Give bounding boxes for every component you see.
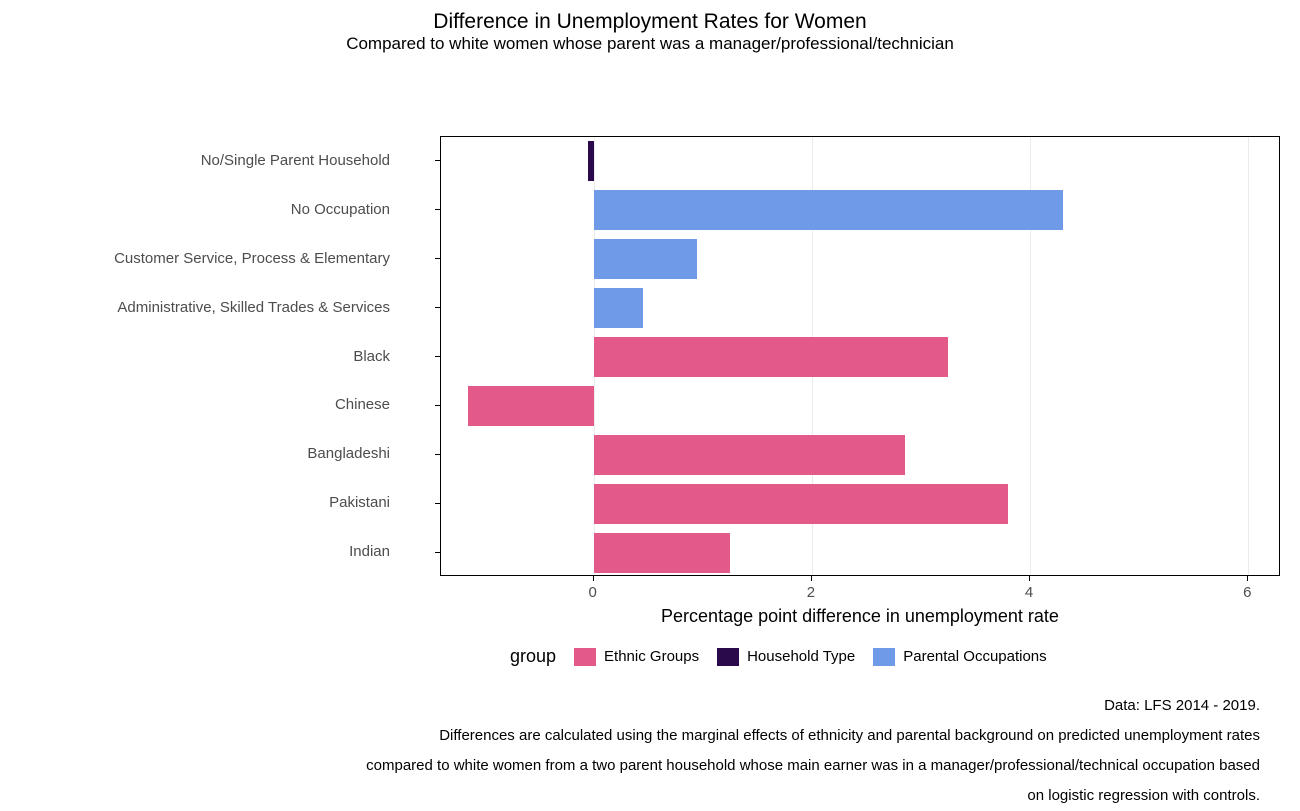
y-category-label: Customer Service, Process & Elementary [114,250,390,267]
legend-label: Ethnic Groups [604,648,699,665]
bar [594,435,905,475]
caption-line: compared to white women from a two paren… [40,751,1260,781]
x-tick-label: 2 [791,584,831,601]
legend-item: Household Type [717,648,855,666]
legend-title: group [510,646,556,667]
y-category-label: No Occupation [291,201,390,218]
caption-line: Differences are calculated using the mar… [40,721,1260,751]
x-tick [1029,576,1030,581]
x-tick [1247,576,1248,581]
y-tick [435,405,440,406]
legend-label: Parental Occupations [903,648,1046,665]
y-tick [435,258,440,259]
caption-line: on logistic regression with controls. [40,781,1260,811]
chart-subtitle: Compared to white women whose parent was… [40,34,1260,54]
legend-label: Household Type [747,648,855,665]
chart-title: Difference in Unemployment Rates for Wom… [40,10,1260,34]
y-tick [435,356,440,357]
legend-swatch [873,648,895,666]
caption-line: Data: LFS 2014 - 2019. [40,691,1260,721]
legend-item: Ethnic Groups [574,648,699,666]
bar [594,239,698,279]
y-tick [435,552,440,553]
chart-caption: Data: LFS 2014 - 2019.Differences are ca… [40,691,1260,811]
y-category-label: Administrative, Skilled Trades & Service… [117,299,390,316]
x-tick-label: 0 [573,584,613,601]
bar [594,533,730,573]
x-tick-label: 6 [1227,584,1267,601]
chart-container: Difference in Unemployment Rates for Wom… [0,0,1300,796]
x-tick [593,576,594,581]
bar [468,386,593,426]
legend: group Ethnic Groups Household Type Parental… [510,646,1047,667]
y-category-label: Indian [349,543,390,560]
y-tick [435,209,440,210]
bar [594,288,643,328]
y-tick [435,307,440,308]
y-tick [435,454,440,455]
x-tick-label: 4 [1009,584,1049,601]
x-tick [811,576,812,581]
bar [594,337,949,377]
y-category-label: Chinese [335,396,390,413]
legend-swatch [717,648,739,666]
y-category-label: Black [353,348,390,365]
y-tick [435,503,440,504]
x-axis-title: Percentage point difference in unemploym… [440,606,1280,627]
plot-area: 0246No/Single Parent HouseholdNo Occupat… [40,66,1260,796]
y-tick [435,160,440,161]
y-category-label: No/Single Parent Household [201,152,390,169]
bar [594,484,1009,524]
gridline [1248,137,1249,575]
bar [588,141,593,181]
bar [594,190,1063,230]
chart-panel [440,136,1280,576]
legend-swatch [574,648,596,666]
y-category-label: Pakistani [329,494,390,511]
y-category-label: Bangladeshi [307,445,390,462]
legend-item: Parental Occupations [873,648,1046,666]
